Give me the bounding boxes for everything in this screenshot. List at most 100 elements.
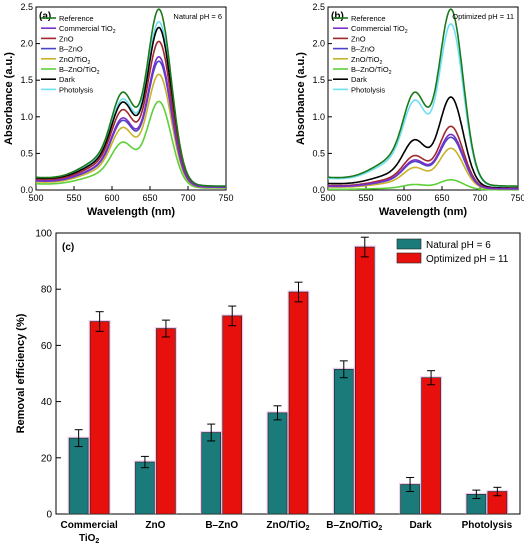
category-label: Photolysis: [462, 520, 513, 531]
legend-label-sub: 2: [87, 60, 90, 66]
legend-label-part: TiO: [377, 65, 389, 74]
legend-label-part: Photolysis: [351, 85, 385, 94]
legend-label-part: ZnO/: [59, 55, 77, 64]
legend-label-sub: 2: [113, 29, 116, 35]
y-tick-label: 60: [41, 341, 53, 352]
legend-label: B–ZnO: [351, 45, 375, 54]
series-line: [36, 55, 226, 188]
plot-frame: [35, 6, 227, 191]
y-tick-label: 1.0: [20, 112, 33, 122]
legend-label: ZnO: [59, 34, 74, 43]
legend-label: Dark: [59, 75, 75, 84]
series-line: [328, 125, 519, 190]
y-tick-label: 2.5: [20, 2, 33, 12]
category-label: B–ZnO: [205, 520, 238, 531]
category-label-part: Photolysis: [462, 520, 513, 531]
y-tick-label: 2.0: [20, 39, 33, 49]
bar: [201, 432, 222, 515]
legend-label: Reference: [351, 14, 386, 23]
legend-label: Reference: [59, 14, 94, 23]
ph-annotation: Optimized pH = 11: [452, 12, 514, 21]
series-line: [328, 179, 518, 191]
y-axis-label: Absorbance (a.u.): [3, 52, 15, 145]
y-tick-label: 2.5: [312, 2, 325, 12]
legend-label-part: B–ZnO: [59, 45, 83, 54]
legend-label-part: ZnO: [59, 34, 74, 43]
legend-label: Photolysis: [59, 85, 93, 94]
legend-label-sub: 2: [405, 29, 408, 35]
legend-label: ZnO/TiO2: [59, 55, 90, 66]
category-label-sub: 2: [378, 525, 382, 532]
y-axis-label: Removal efficiency (%): [15, 313, 27, 433]
legend-label-part: Dark: [59, 75, 75, 84]
y-tick-label: 0.5: [20, 148, 33, 158]
bar: [156, 328, 176, 515]
x-tick-label: 550: [358, 193, 373, 203]
plot-frame: [327, 6, 519, 191]
x-tick-label: 700: [472, 193, 487, 203]
category-label: Commercial: [61, 520, 118, 531]
x-tick-label: 600: [104, 193, 119, 203]
bar: [89, 321, 110, 515]
panel-label: (a): [39, 11, 51, 22]
bar: [68, 437, 89, 515]
y-tick-label: 100: [35, 229, 52, 240]
category-label-part: B–ZnO: [205, 520, 238, 531]
category-label: ZnO: [145, 520, 165, 531]
series-line: [327, 96, 518, 189]
legend-label-sub: 2: [379, 60, 382, 66]
y-tick-label: 0.5: [312, 148, 325, 158]
category-label: B–ZnO/TiO2: [326, 520, 382, 532]
legend-label-part: B–ZnO/: [351, 65, 378, 74]
legend-label-part: TiO: [101, 24, 113, 33]
legend-swatch: [396, 238, 422, 250]
bar: [222, 315, 243, 515]
x-tick-label: 750: [510, 193, 524, 203]
legend-label-part: TiO: [368, 55, 380, 64]
bar: [135, 461, 155, 515]
legend-label-part: B–ZnO/: [59, 65, 86, 74]
series-line: [35, 8, 226, 187]
panel-label: (c): [62, 242, 74, 253]
x-tick-label: 650: [434, 193, 449, 203]
category-label-sub: 2: [306, 525, 310, 532]
spectrum-panel-b: 500 550 600 650 700 750 0.0 0.5 1.0 1.5 2.0 2.5 (b) O…: [295, 2, 524, 218]
category-label-part: TiO: [289, 520, 306, 531]
legend-label-part: ZnO: [351, 34, 366, 43]
legend-label-part: Commercial: [59, 24, 101, 33]
category-label-part: Dark: [409, 520, 432, 531]
legend-label: Photolysis: [351, 85, 385, 94]
legend-label: Commercial TiO2: [351, 24, 408, 35]
legend-label-part: Dark: [351, 75, 367, 84]
legend-label: ZnO/TiO2: [351, 55, 382, 66]
legend-label: Dark: [351, 75, 367, 84]
x-tick-label: 750: [218, 193, 233, 203]
legend-label-sub: 2: [97, 70, 100, 76]
y-tick-label: 0.0: [20, 185, 33, 195]
legend-label: B–ZnO: [59, 45, 83, 54]
x-tick-label: 650: [142, 193, 157, 203]
y-tick-label: 0.0: [312, 185, 325, 195]
legend-label: B–ZnO/TiO2: [59, 65, 100, 76]
bar: [333, 368, 354, 515]
legend-label-part: B–ZnO: [351, 45, 375, 54]
x-tick-label: 550: [66, 193, 81, 203]
y-tick-label: 1.5: [312, 75, 325, 85]
y-axis-label: Absorbance (a.u.): [295, 52, 307, 145]
x-tick-label: 600: [396, 193, 411, 203]
y-tick-label: 2.0: [312, 39, 325, 49]
x-axis-label: Wavelength (nm): [379, 206, 468, 218]
y-tick-label: 0: [46, 510, 52, 521]
series-line: [327, 8, 518, 187]
legend-label: B–ZnO/TiO2: [351, 65, 392, 76]
y-tick-label: 20: [41, 453, 53, 464]
y-tick-label: 1.0: [312, 112, 325, 122]
legend-label-part: TiO: [85, 65, 97, 74]
legend-label-part: Commercial: [351, 24, 393, 33]
x-axis-label: Wavelength (nm): [87, 206, 176, 218]
category-label-sub: 2: [95, 538, 99, 545]
y-tick-label: 40: [41, 397, 53, 408]
legend-label: ZnO: [351, 34, 366, 43]
bar: [288, 291, 309, 515]
